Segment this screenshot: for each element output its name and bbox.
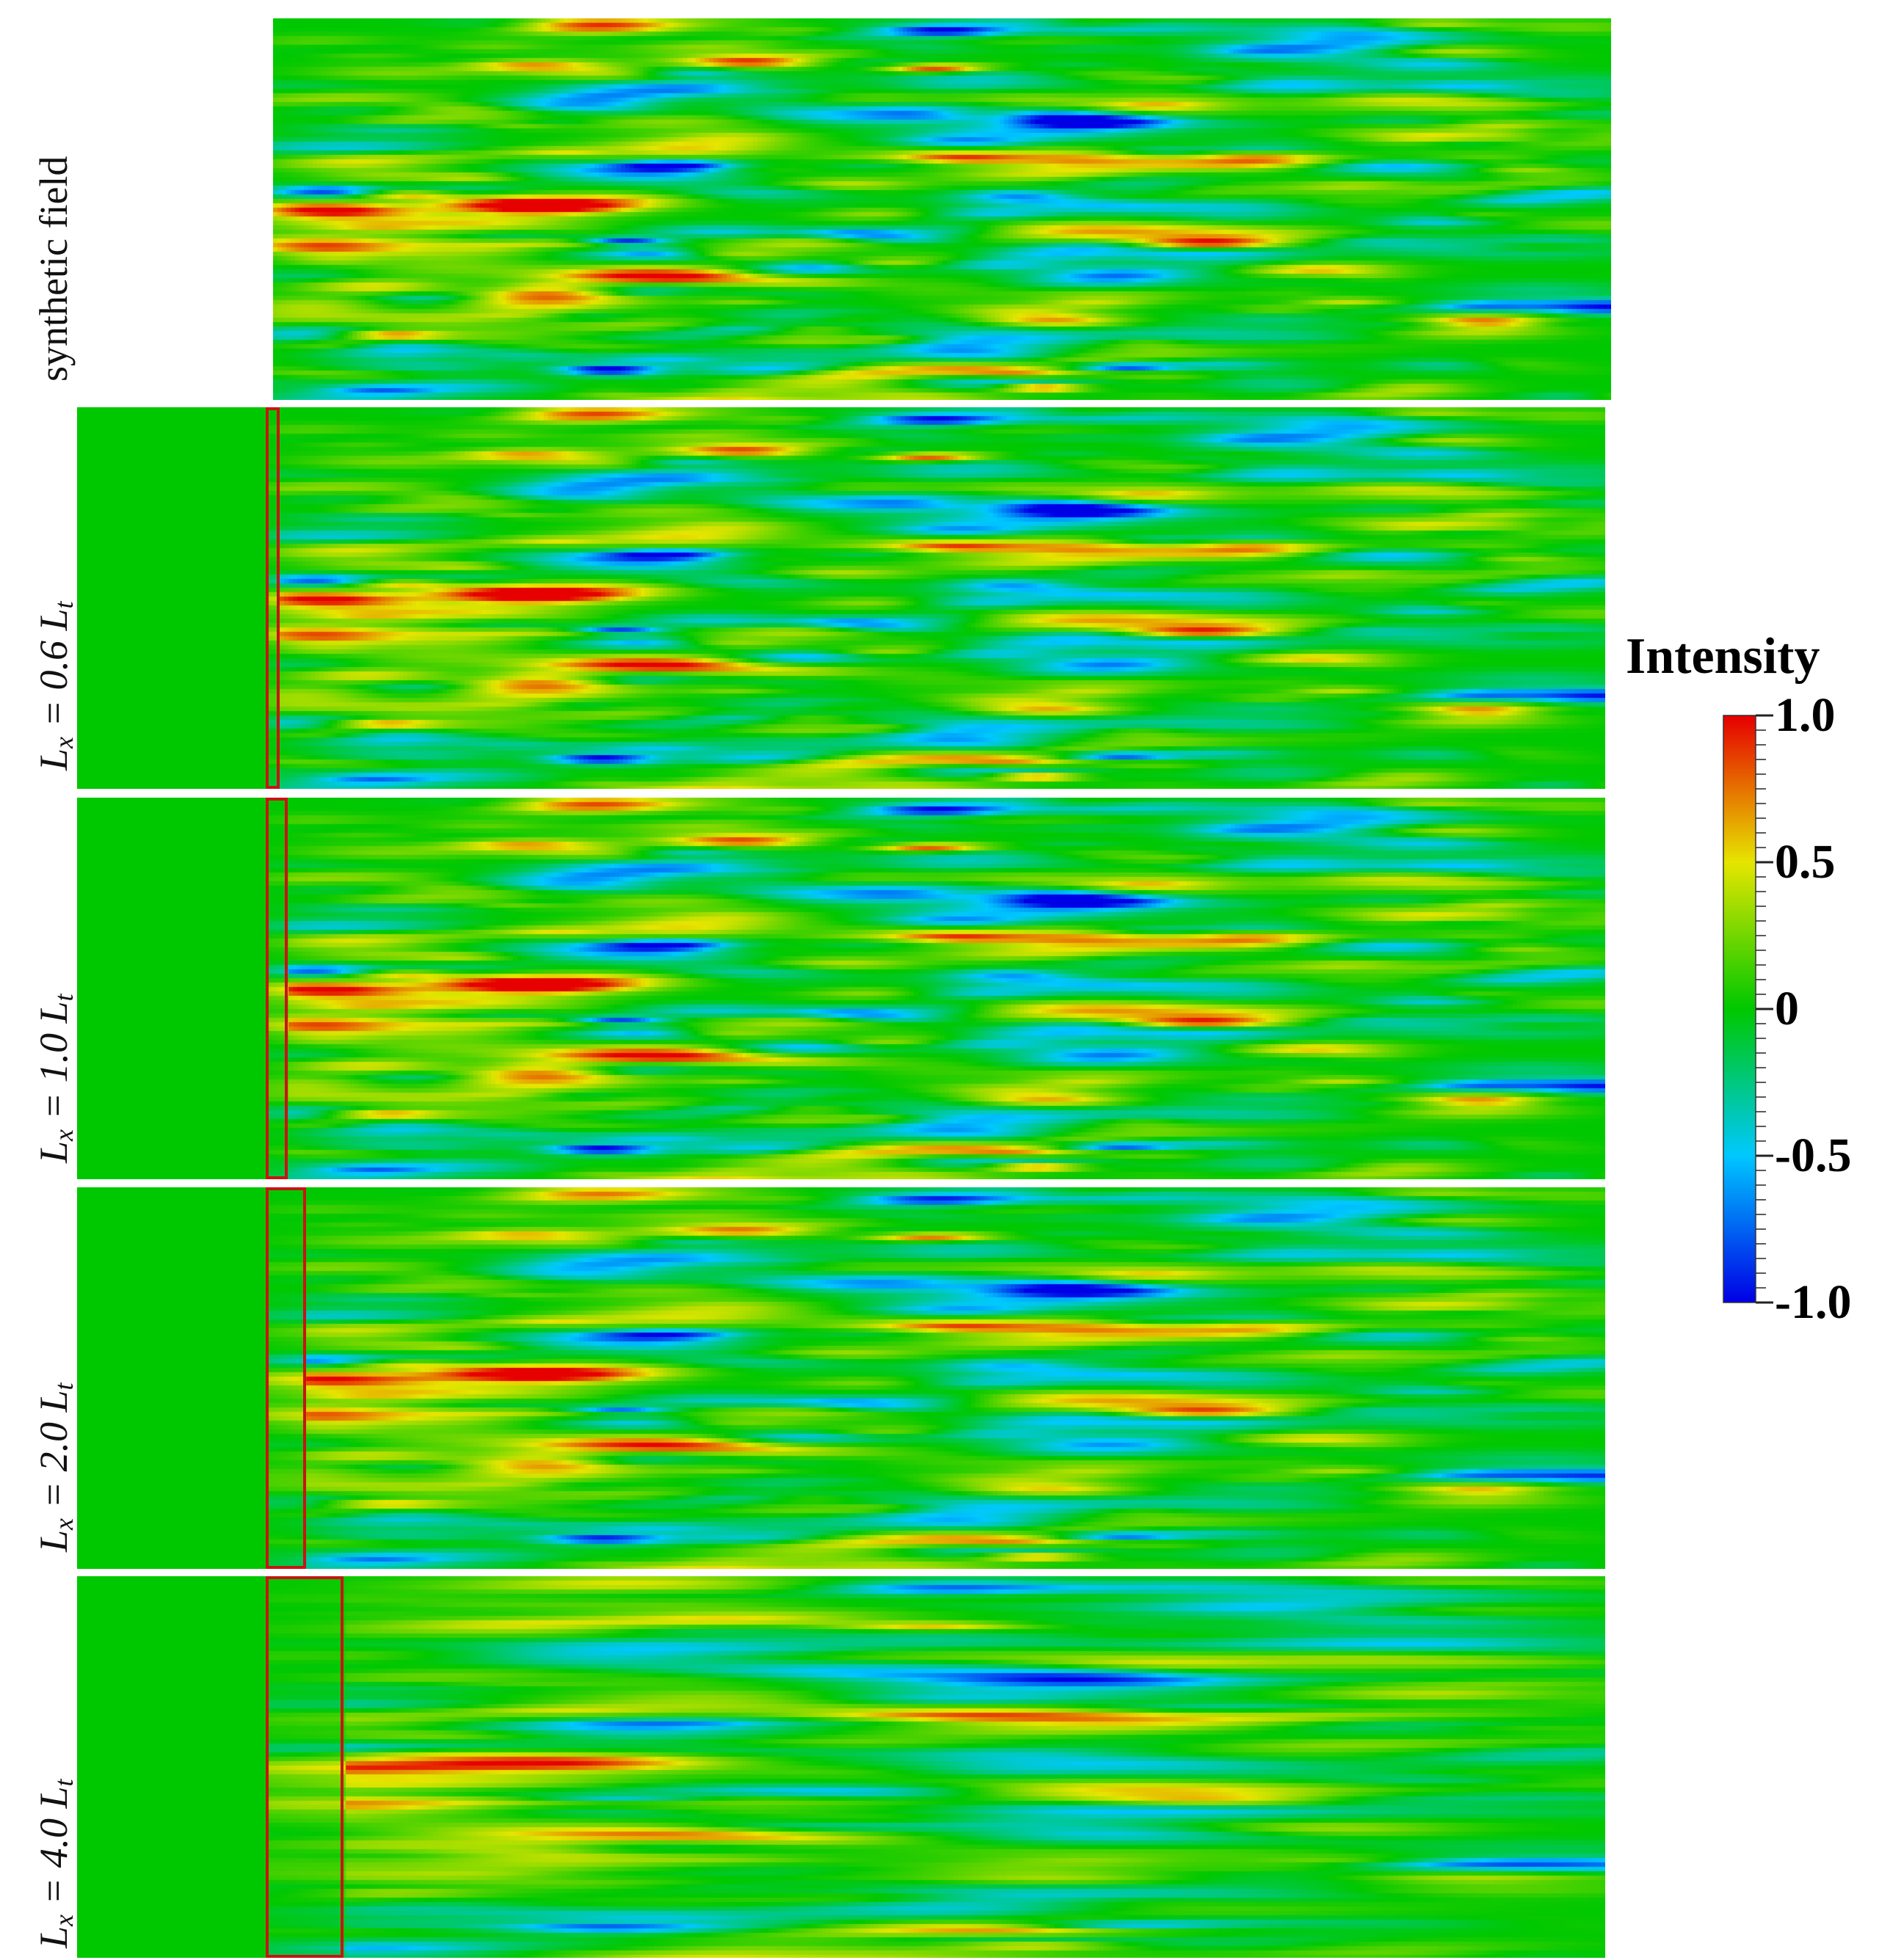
label-lx-1-0: Lx = 1.0 Lt bbox=[32, 994, 79, 1163]
colorbar-title: Intensity bbox=[1626, 628, 1820, 685]
label-lx-0-6: Lx = 0.6 Lt bbox=[32, 601, 79, 770]
heatmap-lx-0-6 bbox=[77, 407, 1605, 789]
colorbar-frame bbox=[1723, 715, 1756, 1303]
label-synthetic-field: synthetic field bbox=[32, 156, 76, 382]
colorbar-tick-label: 1.0 bbox=[1775, 688, 1836, 742]
label-lx-4-0: Lx = 4.0 Lt bbox=[32, 1779, 79, 1948]
colorbar-tick-label: -0.5 bbox=[1775, 1129, 1852, 1182]
colorbar bbox=[1723, 715, 1756, 1303]
colorbar-tick-label: -1.0 bbox=[1775, 1275, 1852, 1329]
colorbar-ticks bbox=[1723, 714, 1773, 1304]
colorbar-tick-label: 0 bbox=[1775, 982, 1799, 1035]
heatmap-lx-1-0 bbox=[77, 798, 1605, 1179]
heatmap-lx-2-0 bbox=[77, 1187, 1605, 1569]
colorbar-tick-label: 0.5 bbox=[1775, 835, 1836, 889]
label-lx-2-0: Lx = 2.0 Lt bbox=[32, 1382, 79, 1552]
heatmap-synthetic-field bbox=[273, 18, 1611, 400]
heatmap-lx-4-0 bbox=[77, 1576, 1605, 1958]
